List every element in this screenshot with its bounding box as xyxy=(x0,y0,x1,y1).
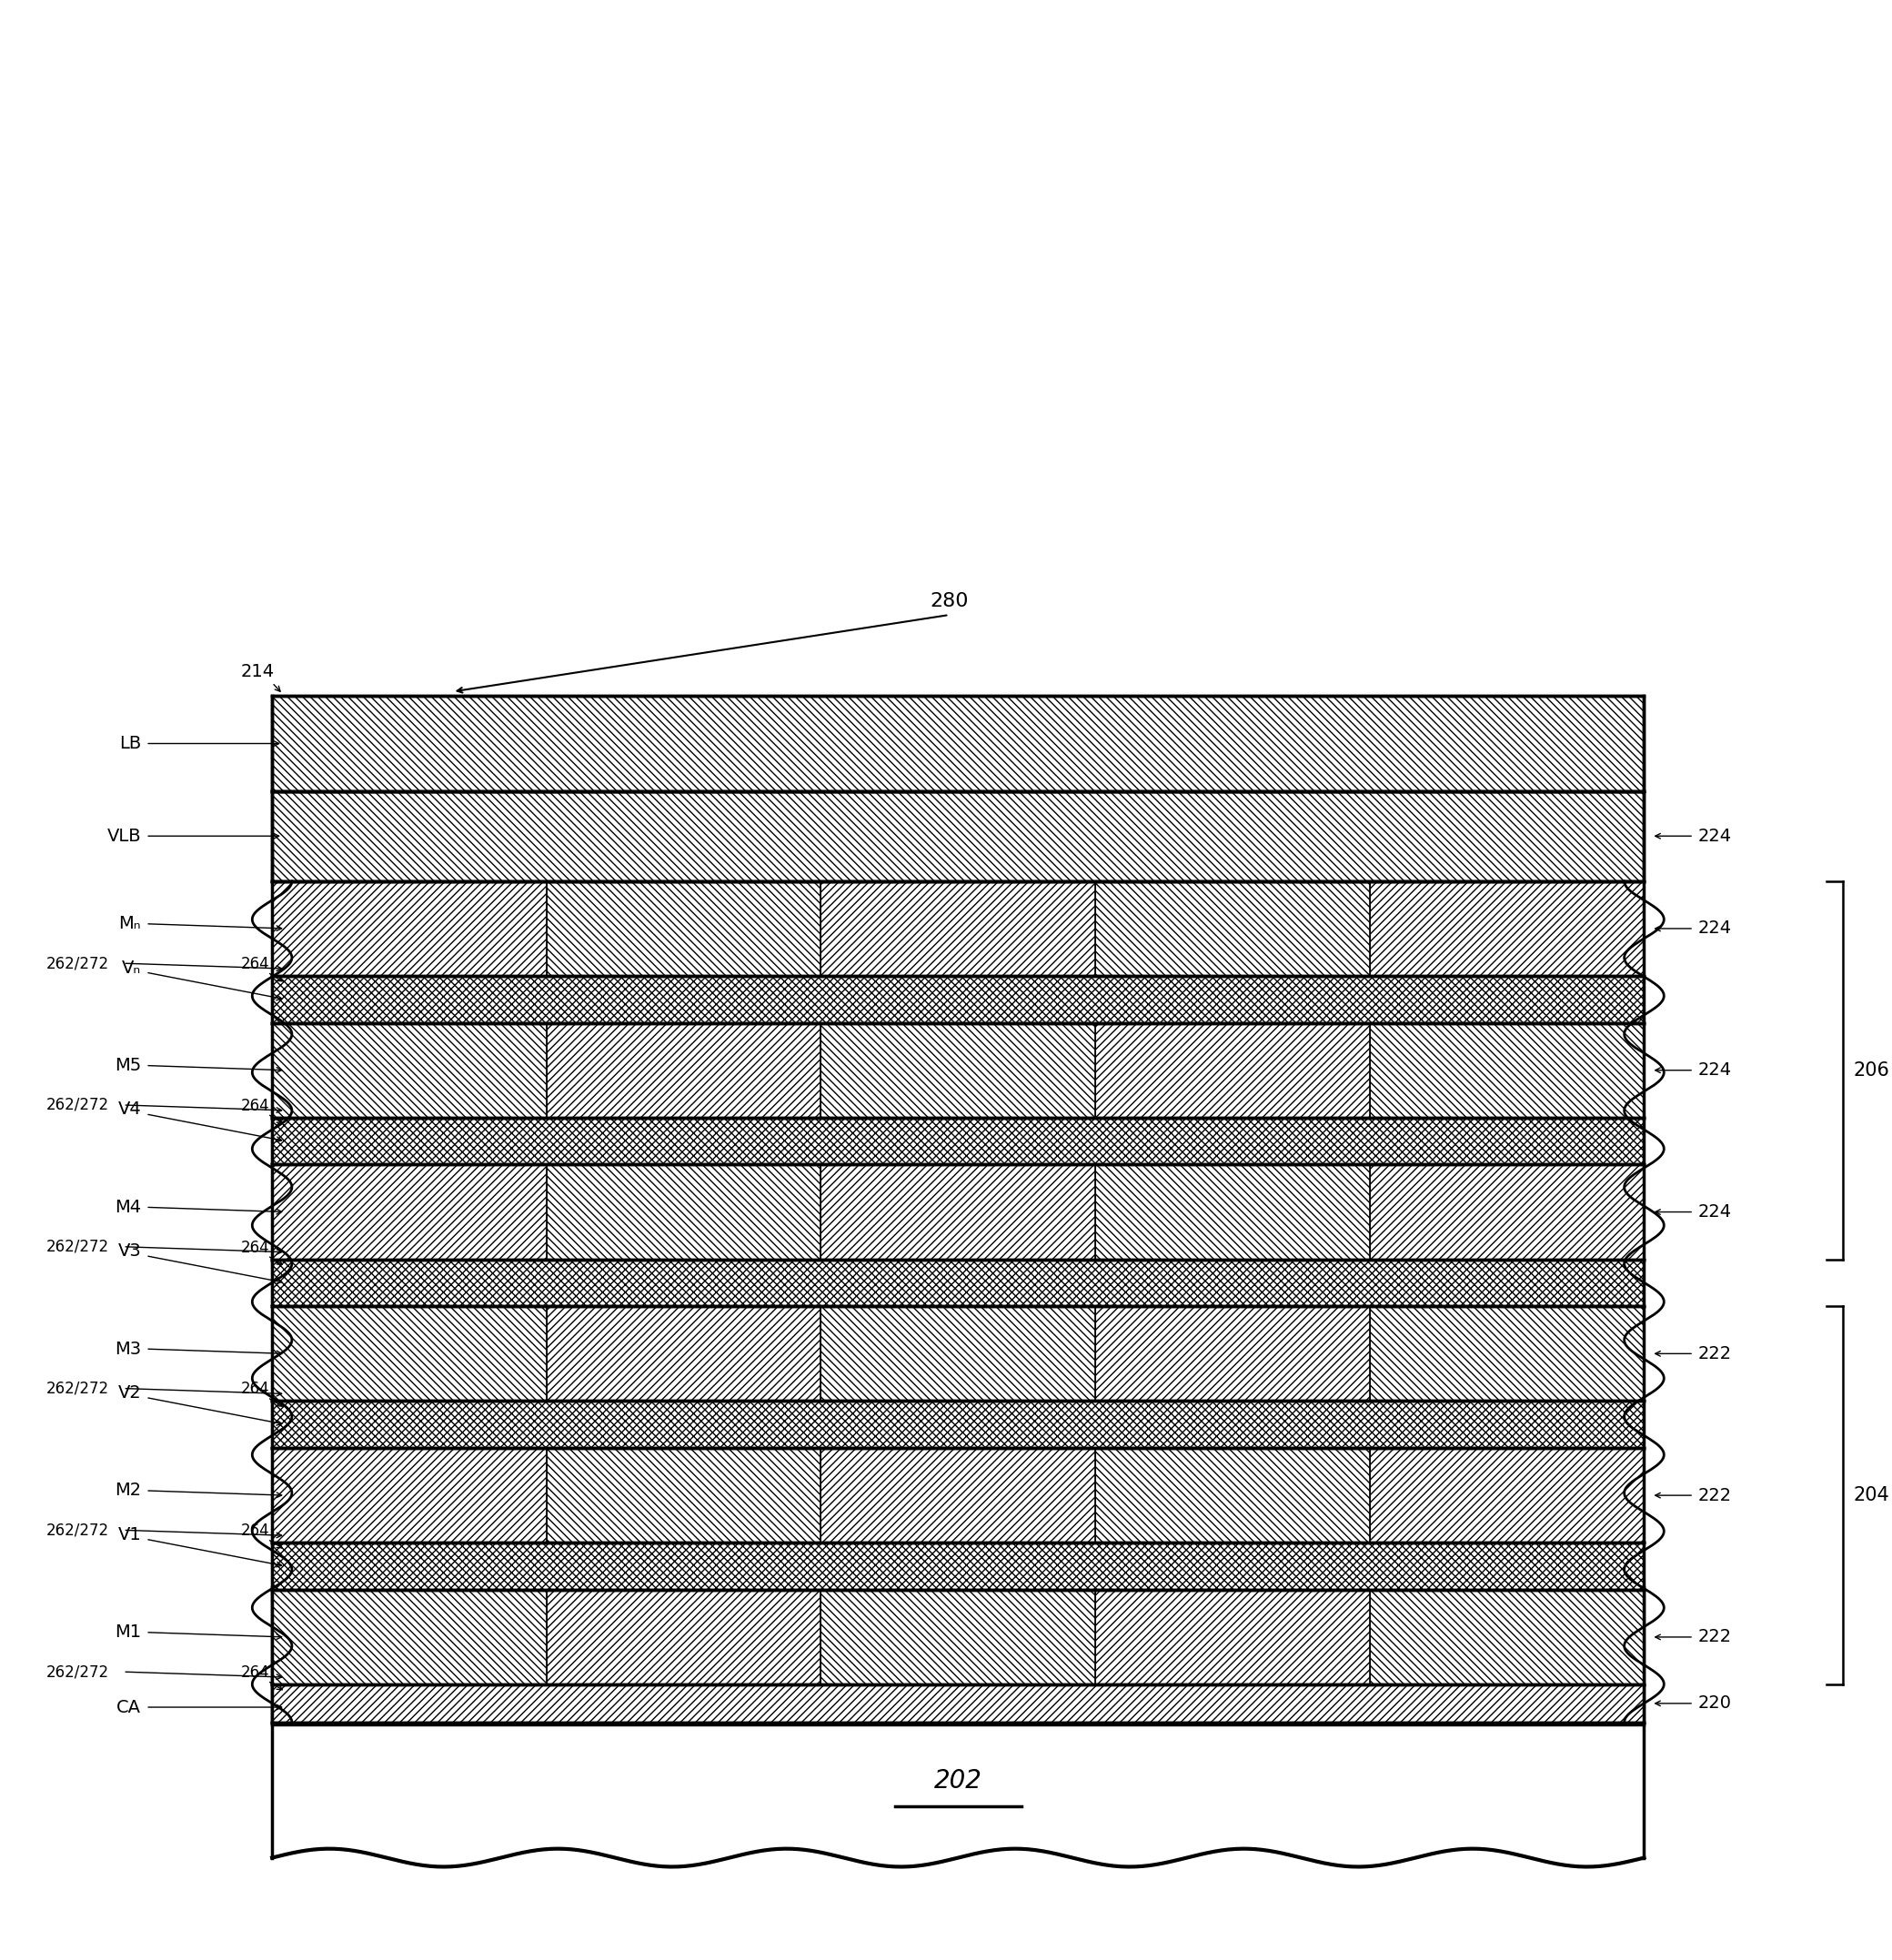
Text: 202: 202 xyxy=(935,1768,982,1793)
Text: 214: 214 xyxy=(240,662,274,680)
Text: 264: 264 xyxy=(240,1382,269,1397)
Bar xyxy=(1095,882,1370,976)
Bar xyxy=(272,1401,1644,1448)
Bar xyxy=(272,1305,547,1401)
Bar xyxy=(821,882,1095,976)
Text: Mₙ: Mₙ xyxy=(119,915,142,933)
Bar xyxy=(272,1543,1644,1590)
Bar xyxy=(272,882,547,976)
Bar xyxy=(272,696,1644,792)
Bar xyxy=(547,1164,821,1260)
Bar xyxy=(272,792,1644,882)
Bar xyxy=(547,882,821,976)
Bar xyxy=(821,1448,1095,1543)
Bar xyxy=(1370,1164,1644,1260)
Bar xyxy=(1370,1590,1644,1684)
Text: V4: V4 xyxy=(117,1102,142,1117)
Bar xyxy=(272,1448,1644,1543)
Text: 224: 224 xyxy=(1699,1062,1731,1078)
Bar xyxy=(821,1023,1095,1117)
Text: 264: 264 xyxy=(240,1523,269,1539)
Bar xyxy=(272,1023,547,1117)
Bar xyxy=(547,1305,821,1401)
Bar xyxy=(821,1590,1095,1684)
Bar xyxy=(1095,1448,1370,1543)
Bar xyxy=(272,1305,1644,1401)
Text: LB: LB xyxy=(119,735,142,753)
Bar xyxy=(272,1684,1644,1723)
Text: 224: 224 xyxy=(1699,1203,1731,1221)
Bar xyxy=(1095,1590,1370,1684)
Bar xyxy=(1095,1023,1370,1117)
Text: V2: V2 xyxy=(117,1384,142,1401)
Text: 222: 222 xyxy=(1699,1488,1731,1503)
Text: 264: 264 xyxy=(240,1664,269,1682)
Bar xyxy=(547,1590,821,1684)
Bar xyxy=(272,1023,1644,1117)
Text: M2: M2 xyxy=(115,1482,142,1499)
Bar xyxy=(272,1590,1644,1684)
Text: 222: 222 xyxy=(1699,1345,1731,1362)
Text: 262/272: 262/272 xyxy=(47,1664,110,1680)
Text: 264: 264 xyxy=(240,1239,269,1256)
Text: CA: CA xyxy=(117,1699,142,1715)
Text: 224: 224 xyxy=(1699,827,1731,845)
Bar xyxy=(1095,1164,1370,1260)
Text: 262/272: 262/272 xyxy=(47,1239,110,1254)
Bar xyxy=(272,1164,1644,1260)
Text: 262/272: 262/272 xyxy=(47,1521,110,1539)
Text: 222: 222 xyxy=(1699,1629,1731,1646)
Text: VLB: VLB xyxy=(108,827,142,845)
Bar xyxy=(272,1164,547,1260)
Text: 262/272: 262/272 xyxy=(47,1380,110,1397)
Bar xyxy=(547,1023,821,1117)
Bar xyxy=(547,1448,821,1543)
Text: 264: 264 xyxy=(240,956,269,972)
Bar xyxy=(272,1260,1644,1305)
Text: 280: 280 xyxy=(929,592,969,610)
Bar xyxy=(1095,1305,1370,1401)
Text: 264: 264 xyxy=(240,1098,269,1113)
Bar xyxy=(821,1164,1095,1260)
Text: M1: M1 xyxy=(115,1623,142,1641)
Text: 206: 206 xyxy=(1854,1060,1890,1080)
Text: V1: V1 xyxy=(117,1527,142,1543)
Text: 224: 224 xyxy=(1699,919,1731,937)
Bar xyxy=(1370,1448,1644,1543)
Bar xyxy=(272,1590,547,1684)
Bar xyxy=(272,976,1644,1023)
Bar xyxy=(1370,1305,1644,1401)
Text: M5: M5 xyxy=(115,1056,142,1074)
Bar xyxy=(1370,1023,1644,1117)
Text: Vₙ: Vₙ xyxy=(121,958,142,976)
Text: 220: 220 xyxy=(1699,1695,1731,1711)
Text: 262/272: 262/272 xyxy=(47,1098,110,1113)
Text: 262/272: 262/272 xyxy=(47,955,110,972)
Bar xyxy=(821,1305,1095,1401)
Bar xyxy=(272,1448,547,1543)
Text: M3: M3 xyxy=(115,1341,142,1358)
Text: V3: V3 xyxy=(117,1243,142,1260)
Text: M4: M4 xyxy=(115,1200,142,1215)
Bar xyxy=(272,882,1644,976)
Bar xyxy=(272,1588,1644,1725)
Bar xyxy=(1370,882,1644,976)
Text: 204: 204 xyxy=(1854,1486,1890,1505)
Bar xyxy=(272,1117,1644,1164)
